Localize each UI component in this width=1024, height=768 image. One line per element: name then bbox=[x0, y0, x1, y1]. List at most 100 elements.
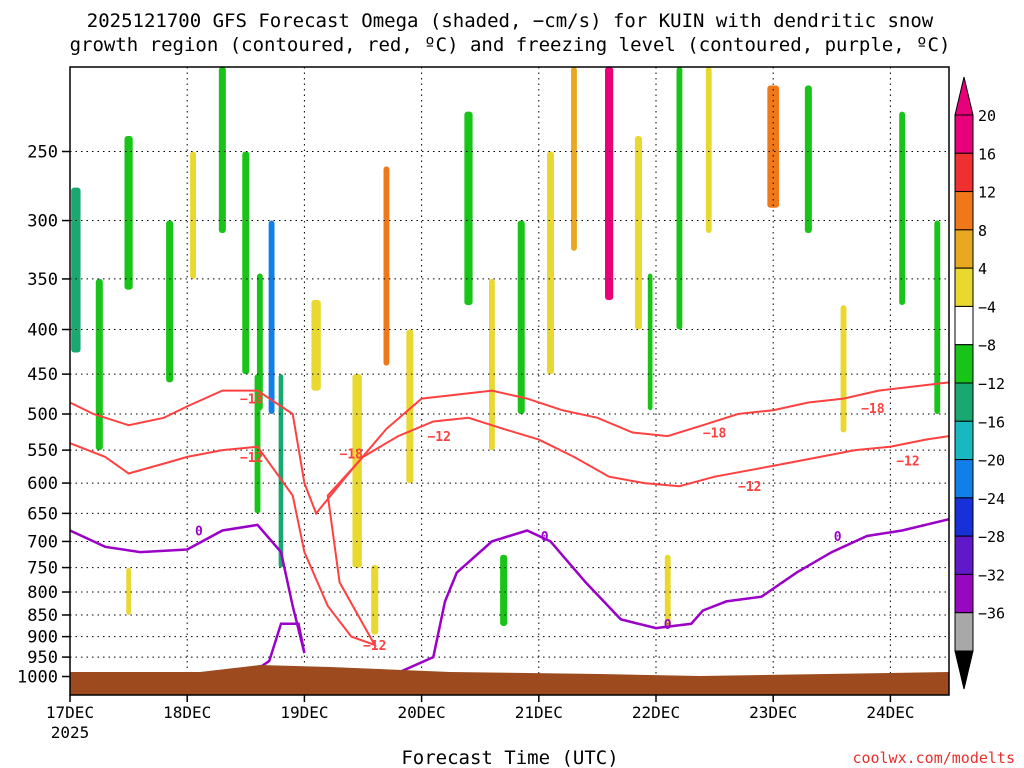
omega-cell bbox=[488, 278, 495, 451]
colorbar-label: −16 bbox=[978, 413, 1005, 431]
x-tick-label: 20DEC bbox=[398, 703, 446, 722]
colorbar-segment bbox=[954, 573, 974, 614]
y-tick-label: 400 bbox=[27, 321, 58, 341]
omega-cell bbox=[95, 278, 103, 451]
omega-cell bbox=[804, 85, 812, 233]
y-tick-label: 300 bbox=[27, 212, 58, 232]
y-tick-label: 950 bbox=[27, 648, 58, 668]
contour-label-minus18: −18 bbox=[861, 402, 885, 417]
omega-cell bbox=[840, 305, 847, 433]
omega-cell bbox=[311, 299, 321, 391]
contour-freezing-b bbox=[316, 517, 949, 674]
y-tick-label: 450 bbox=[27, 365, 58, 385]
omega-cell bbox=[278, 374, 284, 568]
x-axis-ticks: 17DEC 18DEC 19DEC 20DEC 21DEC 22DEC 23DEC 24DEC bbox=[46, 695, 914, 722]
credit-text: coolwx.com/modelts bbox=[852, 749, 1015, 767]
colorbar-label: −20 bbox=[978, 452, 1005, 470]
x-tick-label: 19DEC bbox=[280, 703, 328, 722]
colorbar-segment bbox=[954, 420, 974, 461]
omega-cell bbox=[124, 136, 133, 290]
y-tick-label: 900 bbox=[27, 628, 58, 648]
colorbar-segment bbox=[954, 459, 974, 499]
omega-cell bbox=[71, 187, 81, 353]
colorbar-segment bbox=[954, 152, 974, 193]
y-tick-label: 550 bbox=[27, 441, 58, 461]
colorbar-label: 12 bbox=[978, 184, 996, 202]
omega-cell bbox=[500, 554, 508, 626]
x-tick-label: 17DEC bbox=[46, 703, 94, 722]
colorbar: 20 16 12 8 4 −4 −8 −12 −16 −20 −24 −28 −32 −36 bbox=[954, 76, 1005, 690]
colorbar-label: −36 bbox=[978, 605, 1005, 623]
omega-cell bbox=[371, 565, 379, 635]
colorbar-segment bbox=[954, 497, 974, 537]
colorbar-segment bbox=[954, 344, 974, 384]
colorbar-label: 8 bbox=[978, 222, 987, 240]
colorbar-label: 4 bbox=[978, 260, 987, 278]
contour-freezing-a bbox=[70, 523, 306, 670]
omega-cell bbox=[352, 374, 362, 568]
contour-minus12 bbox=[70, 416, 949, 647]
omega-cell bbox=[406, 329, 414, 484]
omega-shading bbox=[71, 67, 941, 635]
x-axis-label: Forecast Time (UTC) bbox=[401, 747, 618, 768]
colorbar-segment bbox=[954, 535, 974, 575]
colorbar-segment bbox=[954, 612, 974, 652]
x-tick-label: 22DEC bbox=[632, 703, 680, 722]
omega-cell bbox=[126, 567, 131, 615]
contour-minus18 bbox=[70, 381, 949, 516]
plot-area: −18 −18 −18 −18 −12 −12 −12 −12 −12 0 0 0 0 bbox=[70, 67, 949, 695]
omega-cell bbox=[767, 85, 780, 208]
chart-title-line2: growth region (contoured, red, ºC) and f… bbox=[70, 34, 951, 56]
colorbar-label: −24 bbox=[978, 490, 1005, 508]
y-tick-label: 850 bbox=[27, 606, 58, 626]
colorbar-segment bbox=[954, 114, 974, 154]
omega-cell bbox=[547, 151, 555, 375]
omega-cell bbox=[634, 136, 642, 330]
omega-cell bbox=[383, 166, 390, 366]
contour-label-minus18: −18 bbox=[240, 393, 264, 408]
contour-label-zero: 0 bbox=[834, 530, 842, 545]
y-tick-label: 750 bbox=[27, 559, 58, 579]
omega-cell bbox=[190, 151, 196, 279]
colorbar-segment bbox=[954, 382, 974, 422]
omega-cell bbox=[664, 554, 671, 626]
x-tick-label: 21DEC bbox=[515, 703, 563, 722]
x-tick-label: 18DEC bbox=[163, 703, 211, 722]
y-axis-ticks: 2503003504004505005506006507007508008509… bbox=[17, 143, 70, 688]
y-tick-label: 700 bbox=[27, 532, 58, 552]
omega-cell bbox=[899, 111, 906, 306]
omega-cell bbox=[647, 273, 653, 411]
omega-cell bbox=[605, 67, 614, 300]
omega-cell bbox=[676, 67, 683, 330]
colorbar-bottom-arrow bbox=[954, 650, 974, 690]
contour-label-minus12: −12 bbox=[363, 639, 386, 654]
omega-cell bbox=[571, 67, 577, 251]
colorbar-label: −28 bbox=[978, 528, 1005, 546]
y-tick-label: 500 bbox=[27, 405, 58, 425]
omega-cell bbox=[268, 220, 275, 415]
omega-cell bbox=[464, 111, 473, 306]
y-tick-label: 350 bbox=[27, 270, 58, 290]
contour-label-zero: 0 bbox=[195, 524, 203, 539]
colorbar-label: 20 bbox=[978, 107, 996, 125]
colorbar-label: −8 bbox=[978, 337, 996, 355]
omega-cell bbox=[218, 67, 226, 233]
plot-frame bbox=[69, 66, 950, 696]
contour-label-minus18: −18 bbox=[340, 448, 364, 463]
colorbar-label: 16 bbox=[978, 145, 996, 163]
ground-surface bbox=[70, 665, 949, 695]
y-tick-label: 250 bbox=[27, 143, 58, 163]
colorbar-top-arrow bbox=[954, 76, 974, 116]
y-tick-label: 1000 bbox=[17, 668, 58, 688]
colorbar-label: −12 bbox=[978, 375, 1005, 393]
chart-title-line1: 2025121700 GFS Forecast Omega (shaded, −… bbox=[87, 10, 934, 32]
colorbar-label: −4 bbox=[978, 298, 996, 316]
omega-cell bbox=[705, 67, 712, 233]
contour-label-zero: 0 bbox=[664, 618, 672, 633]
contour-label-minus12: −12 bbox=[427, 430, 450, 445]
x-tick-label: 24DEC bbox=[866, 703, 914, 722]
colorbar-segment bbox=[954, 229, 974, 269]
y-tick-label: 650 bbox=[27, 504, 58, 524]
colorbar-label: −32 bbox=[978, 566, 1005, 584]
